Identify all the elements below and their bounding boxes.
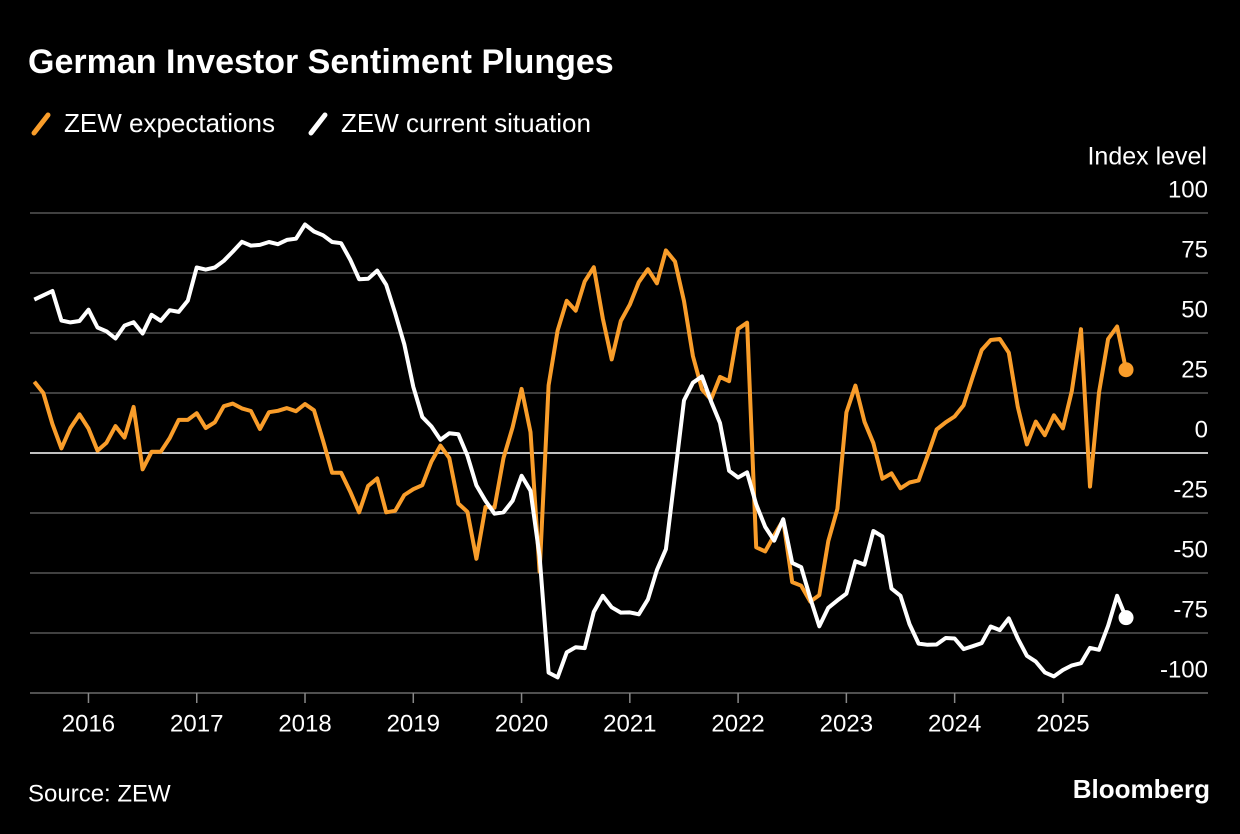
series-line xyxy=(33,222,1128,680)
chart-title: German Investor Sentiment Plunges xyxy=(28,43,614,81)
legend-label: ZEW expectations xyxy=(64,108,275,138)
y-tick-label: -100 xyxy=(1160,656,1208,683)
x-tick-label: 2020 xyxy=(495,710,548,737)
series-line xyxy=(32,248,1128,604)
y-tick-label: 100 xyxy=(1168,176,1208,203)
legend-label: ZEW current situation xyxy=(341,108,591,138)
y-tick-label: 25 xyxy=(1181,356,1208,383)
brand: Bloomberg xyxy=(1073,774,1210,804)
y-tick-label: 50 xyxy=(1181,296,1208,323)
x-tick-label: 2024 xyxy=(928,710,981,737)
x-tick-label: 2018 xyxy=(278,710,331,737)
y-tick-label: -75 xyxy=(1173,596,1208,623)
x-tick-label: 2017 xyxy=(170,710,223,737)
y-tick-label: -25 xyxy=(1173,476,1208,503)
x-tick-label: 2023 xyxy=(820,710,873,737)
legend-swatch xyxy=(308,112,328,136)
y-axis-label: Index level xyxy=(1087,143,1207,171)
x-tick-label: 2019 xyxy=(387,710,440,737)
x-tick-label: 2021 xyxy=(603,710,656,737)
y-tick-label: -50 xyxy=(1173,536,1208,563)
source: Source: ZEW xyxy=(28,780,171,807)
x-tick-label: 2022 xyxy=(711,710,764,737)
y-tick-label: 0 xyxy=(1195,416,1208,443)
x-tick-label: 2016 xyxy=(62,710,115,737)
y-tick-label: 75 xyxy=(1181,236,1208,263)
end-dot xyxy=(1118,362,1134,378)
end-dot xyxy=(1118,610,1134,626)
x-tick-label: 2025 xyxy=(1036,710,1089,737)
legend-swatch xyxy=(31,112,51,136)
